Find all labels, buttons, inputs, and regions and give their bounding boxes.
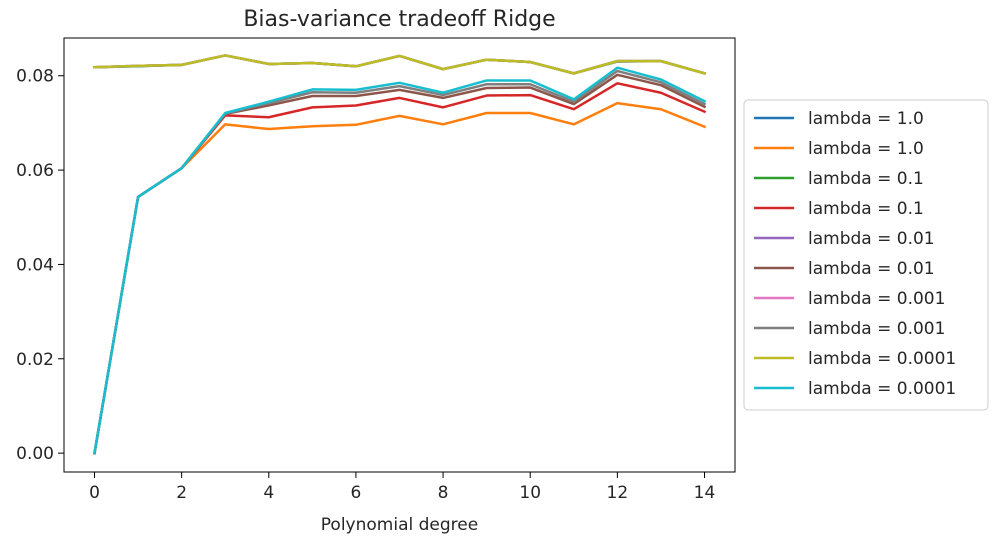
y-tick-label: 0.04 [16, 255, 54, 275]
series-line-2 [93, 101, 707, 455]
legend-label-4: lambda = 0.1 [808, 199, 924, 219]
x-tick-label: 4 [263, 483, 274, 503]
plot-area [64, 38, 735, 472]
legend-label-3: lambda = 0.1 [808, 169, 924, 189]
x-tick-label: 14 [694, 483, 716, 503]
legend-label-8: lambda = 0.001 [808, 319, 945, 339]
y-tick-label: 0.02 [16, 350, 54, 370]
x-tick-label: 6 [351, 483, 362, 503]
legend-label-1: lambda = 1.0 [808, 109, 924, 129]
series-line-9 [93, 54, 707, 75]
y-axis-ticks: 0.00 0.02 0.04 0.06 0.08 [16, 67, 64, 464]
plot-background [64, 38, 735, 472]
x-tick-label: 8 [438, 483, 449, 503]
chart-title: Bias-variance tradeoff Ridge [243, 7, 555, 32]
y-tick-label: 0.06 [16, 161, 54, 181]
plot-frame [63, 37, 736, 473]
legend-label-7: lambda = 0.001 [808, 289, 945, 309]
y-tick-label: 0.08 [16, 67, 54, 87]
y-tick-label: 0.00 [16, 444, 54, 464]
legend: lambda = 1.0 lambda = 1.0 lambda = 0.1 lamb… [743, 99, 989, 411]
legend-label-9: lambda = 0.0001 [808, 349, 956, 369]
x-tick-label: 2 [176, 483, 187, 503]
x-tick-label: 0 [89, 483, 100, 503]
x-axis-label: Polynomial degree [321, 515, 478, 535]
legend-label-6: lambda = 0.01 [808, 259, 935, 279]
legend-label-10: lambda = 0.0001 [808, 379, 956, 399]
legend-box [743, 99, 989, 411]
legend-label-5: lambda = 0.01 [808, 229, 935, 249]
x-tick-label: 12 [607, 483, 629, 503]
x-tick-label: 10 [519, 483, 541, 503]
x-axis-ticks: 0 2 4 6 8 10 12 14 [89, 472, 715, 503]
series-layer [93, 54, 707, 455]
series-line-10 [93, 66, 707, 455]
legend-label-2: lambda = 1.0 [808, 139, 924, 159]
